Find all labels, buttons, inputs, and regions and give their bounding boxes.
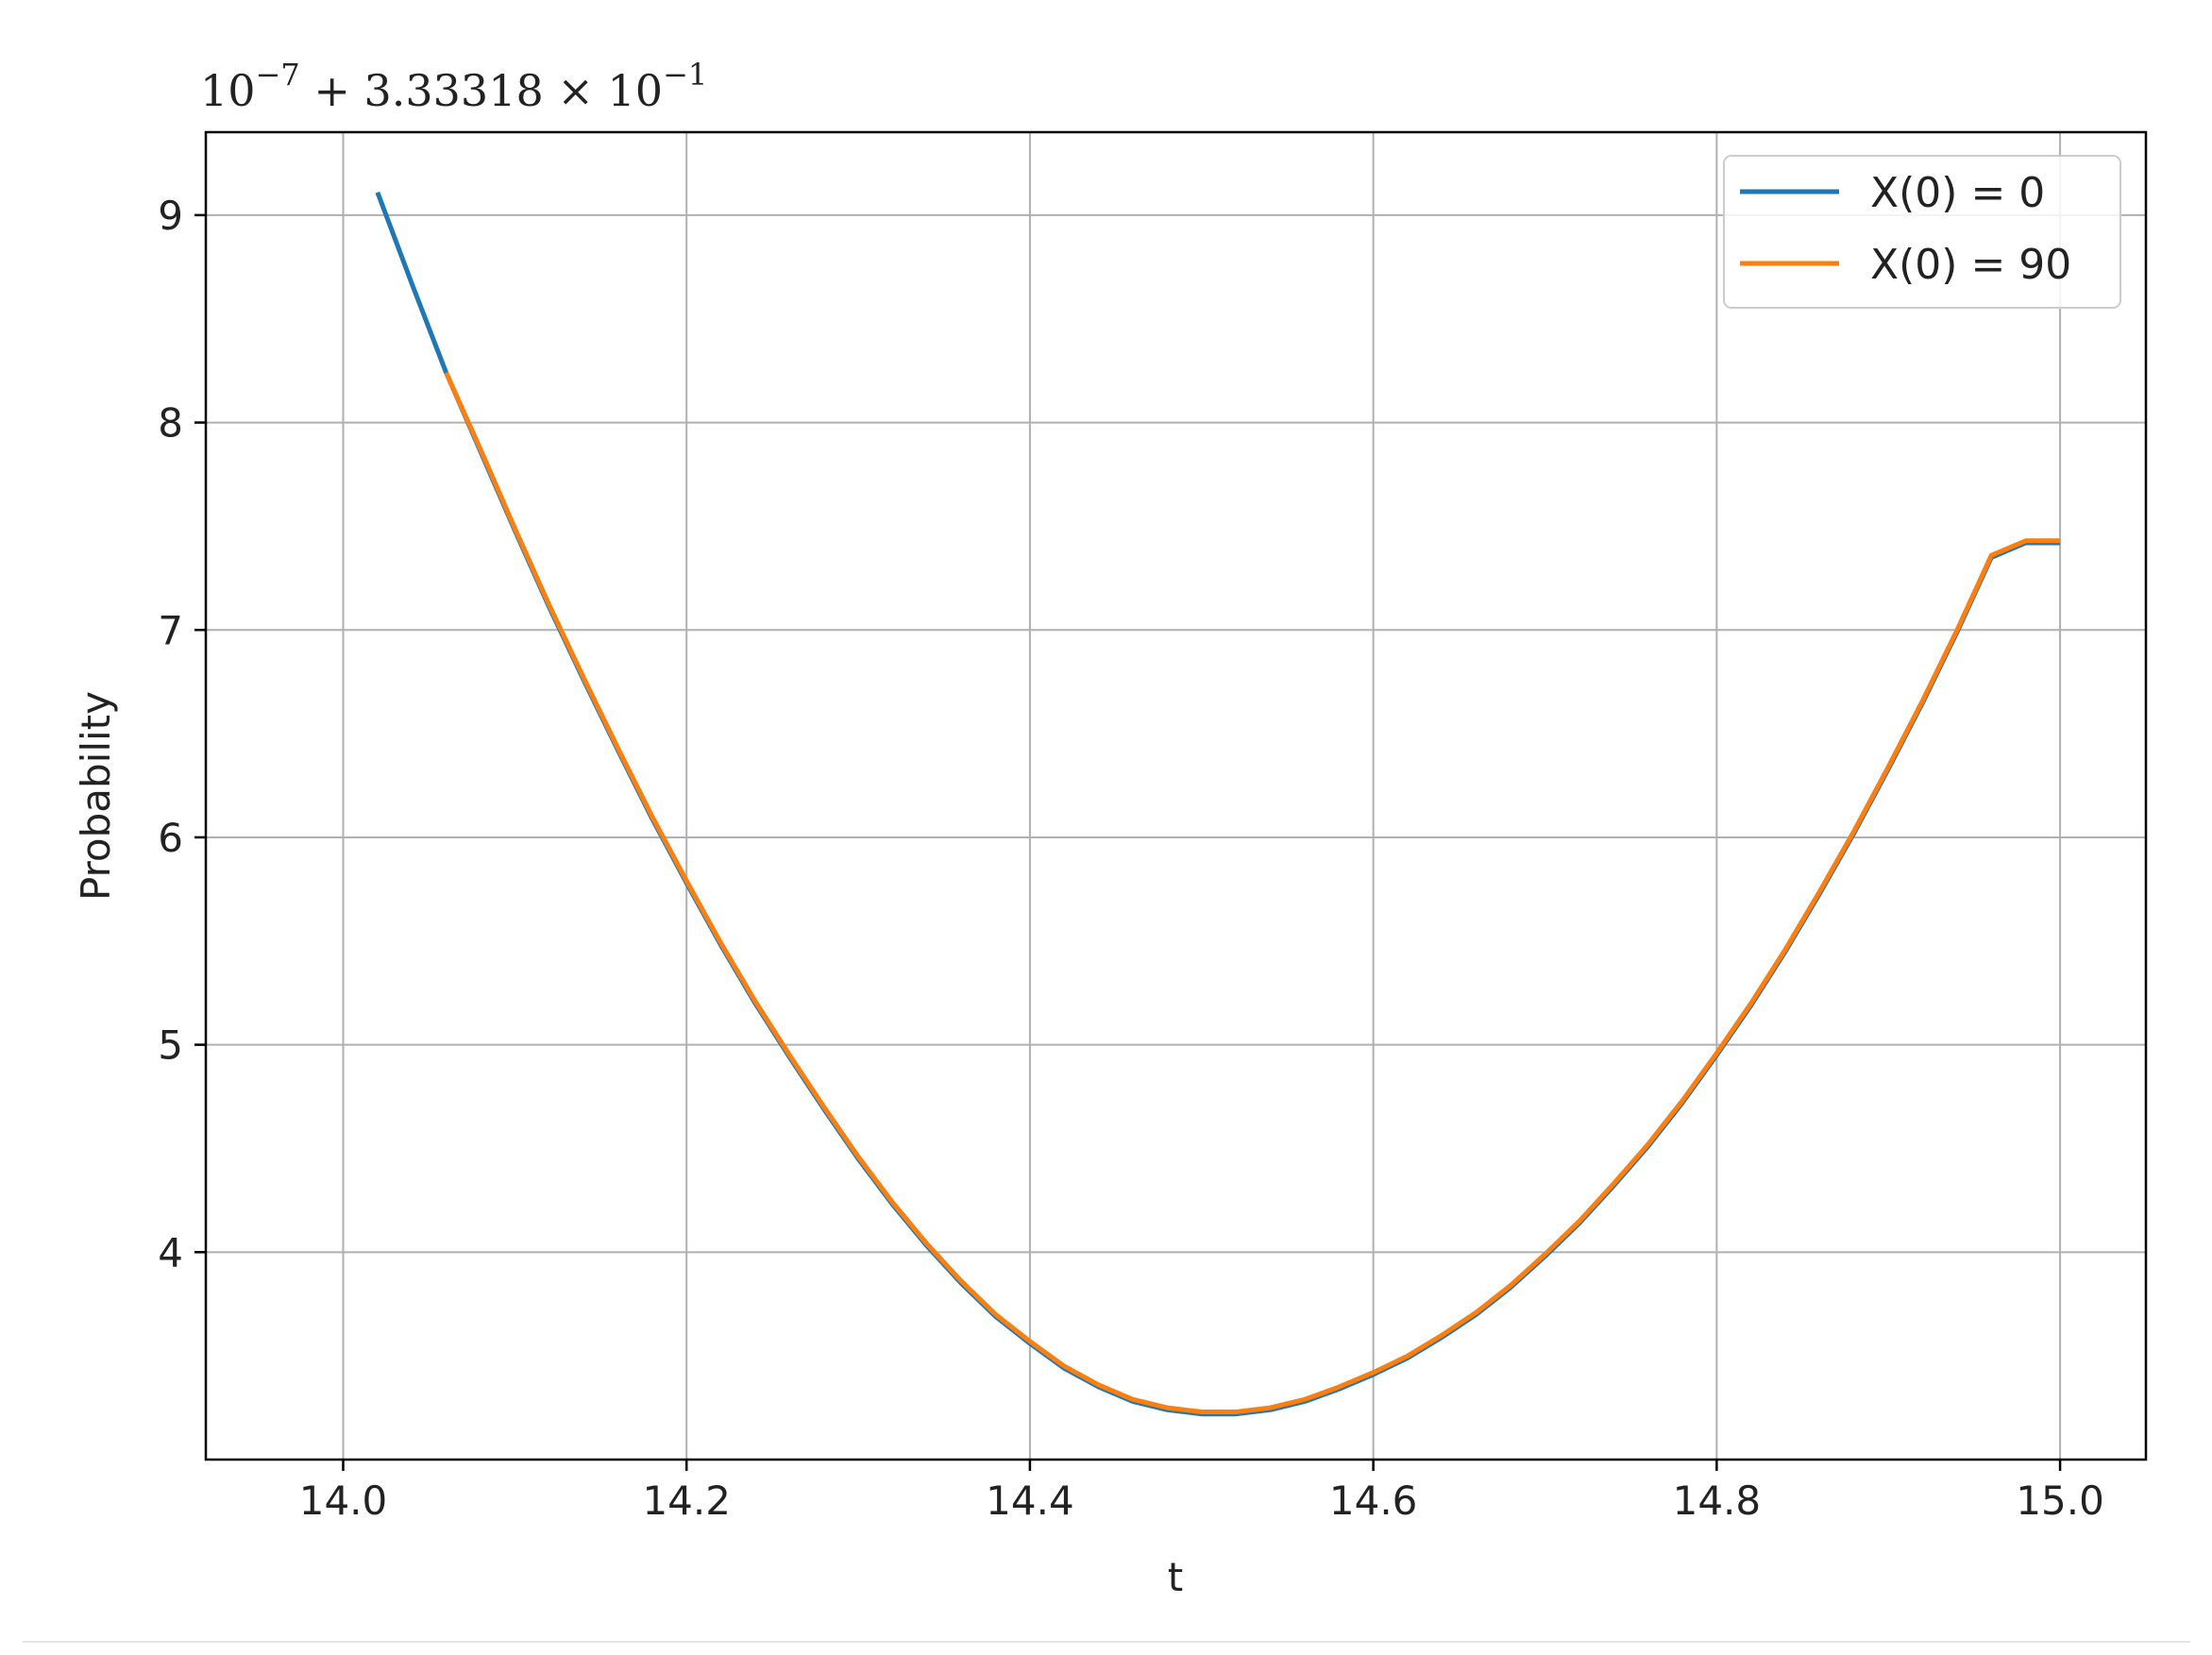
- x-tick-label: 14.2: [642, 1478, 731, 1524]
- series-line-1: [444, 371, 2061, 1414]
- x-axis-label: t: [1168, 1554, 1183, 1600]
- series-lines: [375, 191, 2061, 1417]
- offset-base-2: 10: [608, 65, 664, 116]
- y-tick-label: 5: [158, 1022, 183, 1069]
- y-tick-label: 7: [158, 607, 183, 653]
- offset-middle: + 3.33318 ×: [300, 65, 608, 116]
- offset-base: 10: [200, 65, 256, 116]
- plot-frame: [204, 130, 2148, 1461]
- y-tick-label: 9: [158, 193, 183, 239]
- legend-label-series-1: X(0) = 90: [1870, 241, 2071, 289]
- legend: X(0) = 0 X(0) = 90: [1723, 155, 2121, 309]
- legend-label-series-0: X(0) = 0: [1870, 169, 2045, 217]
- y-axis-ticks: 4 5 6 7 8 9: [158, 193, 206, 1275]
- x-tick-label: 15.0: [2016, 1478, 2104, 1524]
- grid-lines: [206, 132, 2146, 1460]
- y-tick-label: 8: [158, 400, 183, 447]
- x-tick-label: 14.0: [299, 1478, 388, 1524]
- y-tick-label: 4: [158, 1229, 183, 1275]
- y-offset-text: 10−7 + 3.33318 × 10−1: [200, 57, 707, 116]
- y-axis-label: Probability: [73, 691, 119, 901]
- series-line-0: [375, 191, 2061, 1417]
- offset-exponent-2: −1: [663, 57, 707, 93]
- y-tick-label: 6: [158, 815, 183, 861]
- x-tick-label: 14.4: [986, 1478, 1074, 1524]
- x-tick-label: 14.8: [1673, 1478, 1762, 1524]
- bottom-divider: [23, 1641, 2190, 1643]
- offset-exponent: −7: [256, 57, 300, 93]
- x-axis-ticks: 14.0 14.2 14.4 14.6 14.8 15.0: [299, 1460, 2104, 1524]
- x-tick-label: 14.6: [1329, 1478, 1418, 1524]
